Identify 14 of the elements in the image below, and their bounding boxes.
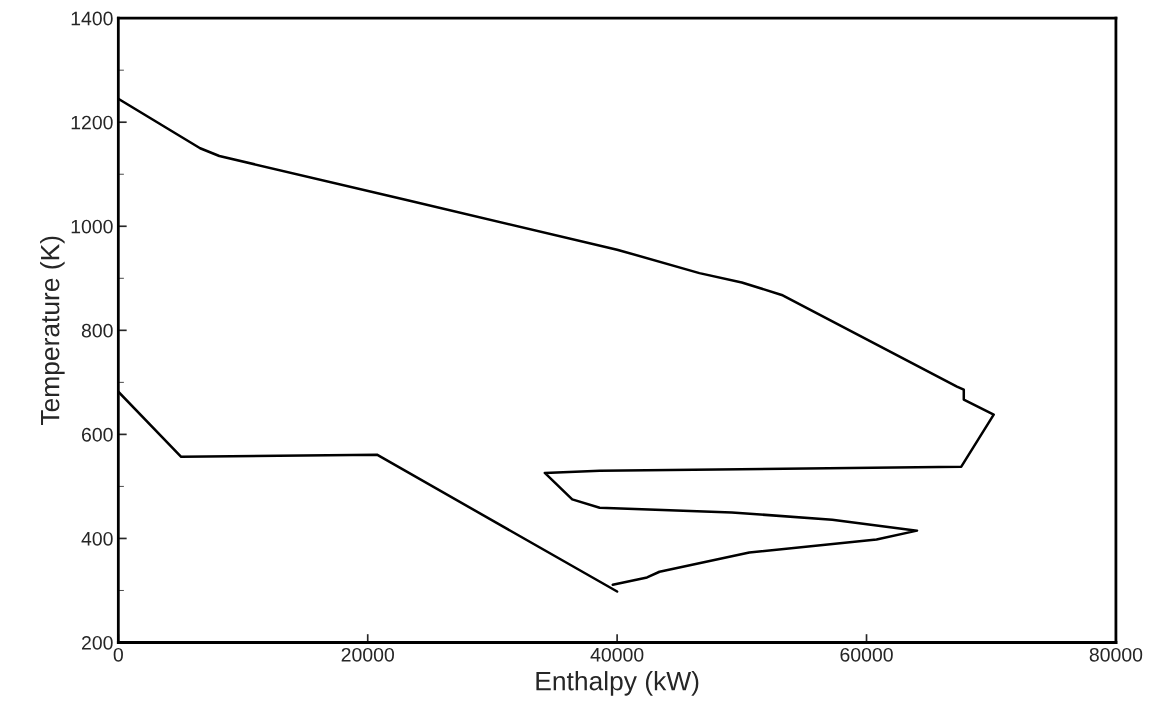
y-tick-label: 1400 bbox=[71, 11, 113, 26]
y-tick-label: 800 bbox=[81, 323, 113, 338]
y-tick-label: 1200 bbox=[71, 115, 113, 130]
x-axis-title: Enthalpy (kW) bbox=[536, 671, 699, 696]
x-tick-label: 80000 bbox=[1089, 647, 1143, 662]
y-tick-label: 200 bbox=[82, 635, 113, 650]
y-tick-label: 400 bbox=[81, 531, 113, 546]
x-tick-label: 60000 bbox=[840, 647, 893, 662]
y-tick-label: 1000 bbox=[71, 219, 113, 234]
x-tick-label: 0 bbox=[113, 647, 123, 662]
x-tick-label: 20000 bbox=[341, 647, 394, 662]
x-tick-label: 40000 bbox=[590, 647, 644, 662]
y-axis-title: Temperature (K) bbox=[40, 236, 65, 426]
y-tick-label: 600 bbox=[82, 427, 113, 442]
